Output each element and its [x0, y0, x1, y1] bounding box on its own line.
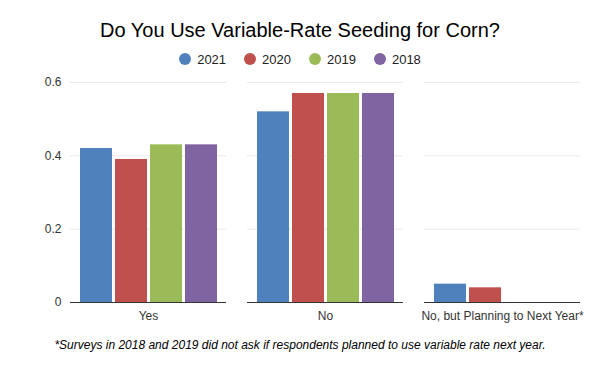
svg-text:No, but Planning to Next Year*: No, but Planning to Next Year*	[421, 309, 583, 323]
svg-text:0.2: 0.2	[45, 222, 62, 236]
html-text:2020: 2020	[262, 51, 291, 67]
html-text:*Surveys in 2018 and 2019 did: *Surveys in 2018 and 2019 did not ask if…	[54, 338, 546, 352]
svg-text:0: 0	[55, 295, 62, 309]
svg-text:No: No	[318, 309, 334, 323]
svg-text:0.4: 0.4	[45, 149, 62, 163]
html-text:2019: 2019	[327, 51, 356, 67]
svg-text:Yes: Yes	[139, 309, 159, 323]
svg-text:0.6: 0.6	[45, 75, 62, 89]
html-text:Do You Use Variable-Rate Seedi: Do You Use Variable-Rate Seeding for Cor…	[100, 19, 500, 41]
html-text:2021: 2021	[197, 51, 227, 67]
html-text:2018: 2018	[391, 51, 421, 67]
